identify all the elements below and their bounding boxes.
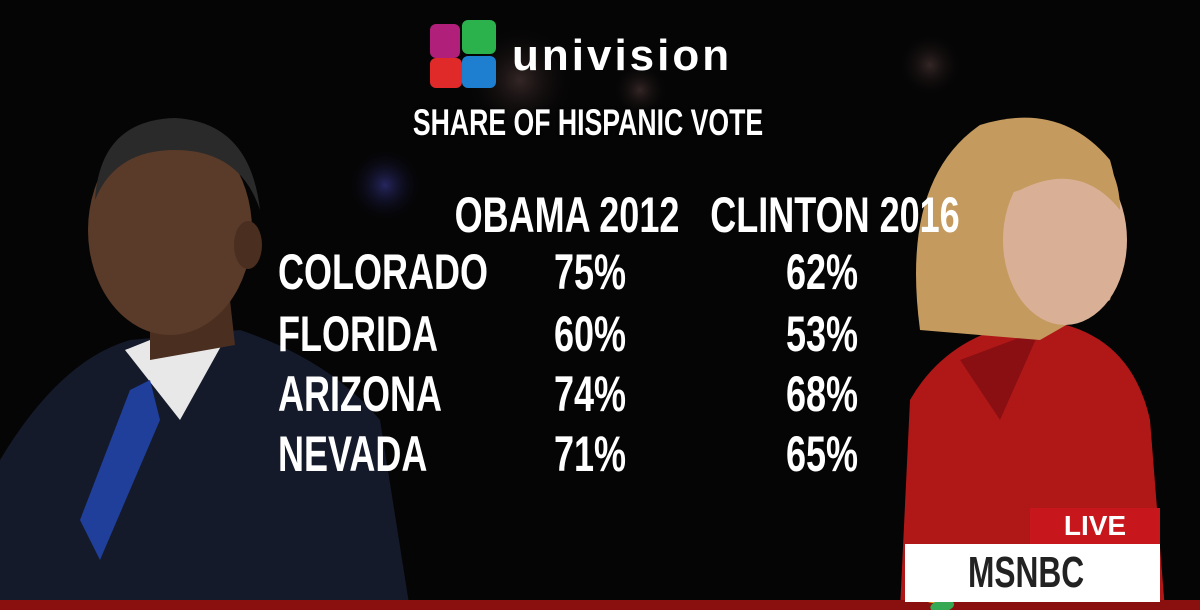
cell-value: 53% [785, 306, 859, 362]
row-label: FLORIDA [278, 306, 438, 362]
cell-value: 60% [553, 306, 627, 362]
cell-value: 75% [553, 244, 627, 300]
row-label: ARIZONA [278, 366, 442, 422]
live-badge: LIVE [1030, 508, 1160, 544]
row-label: COLORADO [278, 244, 488, 300]
column-header: OBAMA 2012 [454, 187, 680, 243]
cell-value: 62% [785, 244, 859, 300]
right-figure [900, 117, 1165, 610]
univision-logo-mark [430, 20, 496, 88]
left-figure [0, 118, 410, 610]
network-name: MSNBC [968, 548, 1085, 597]
row-label: NEVADA [278, 426, 428, 482]
cell-value: 68% [785, 366, 859, 422]
network-badge [905, 544, 1160, 602]
column-header: CLINTON 2016 [710, 187, 960, 243]
bottom-stripe [0, 600, 1200, 610]
cell-value: 71% [553, 426, 627, 482]
cell-value: 65% [785, 426, 859, 482]
title: SHARE OF HISPANIC VOTE [412, 102, 764, 143]
logo-text: univision [512, 31, 733, 80]
cell-value: 74% [553, 366, 627, 422]
